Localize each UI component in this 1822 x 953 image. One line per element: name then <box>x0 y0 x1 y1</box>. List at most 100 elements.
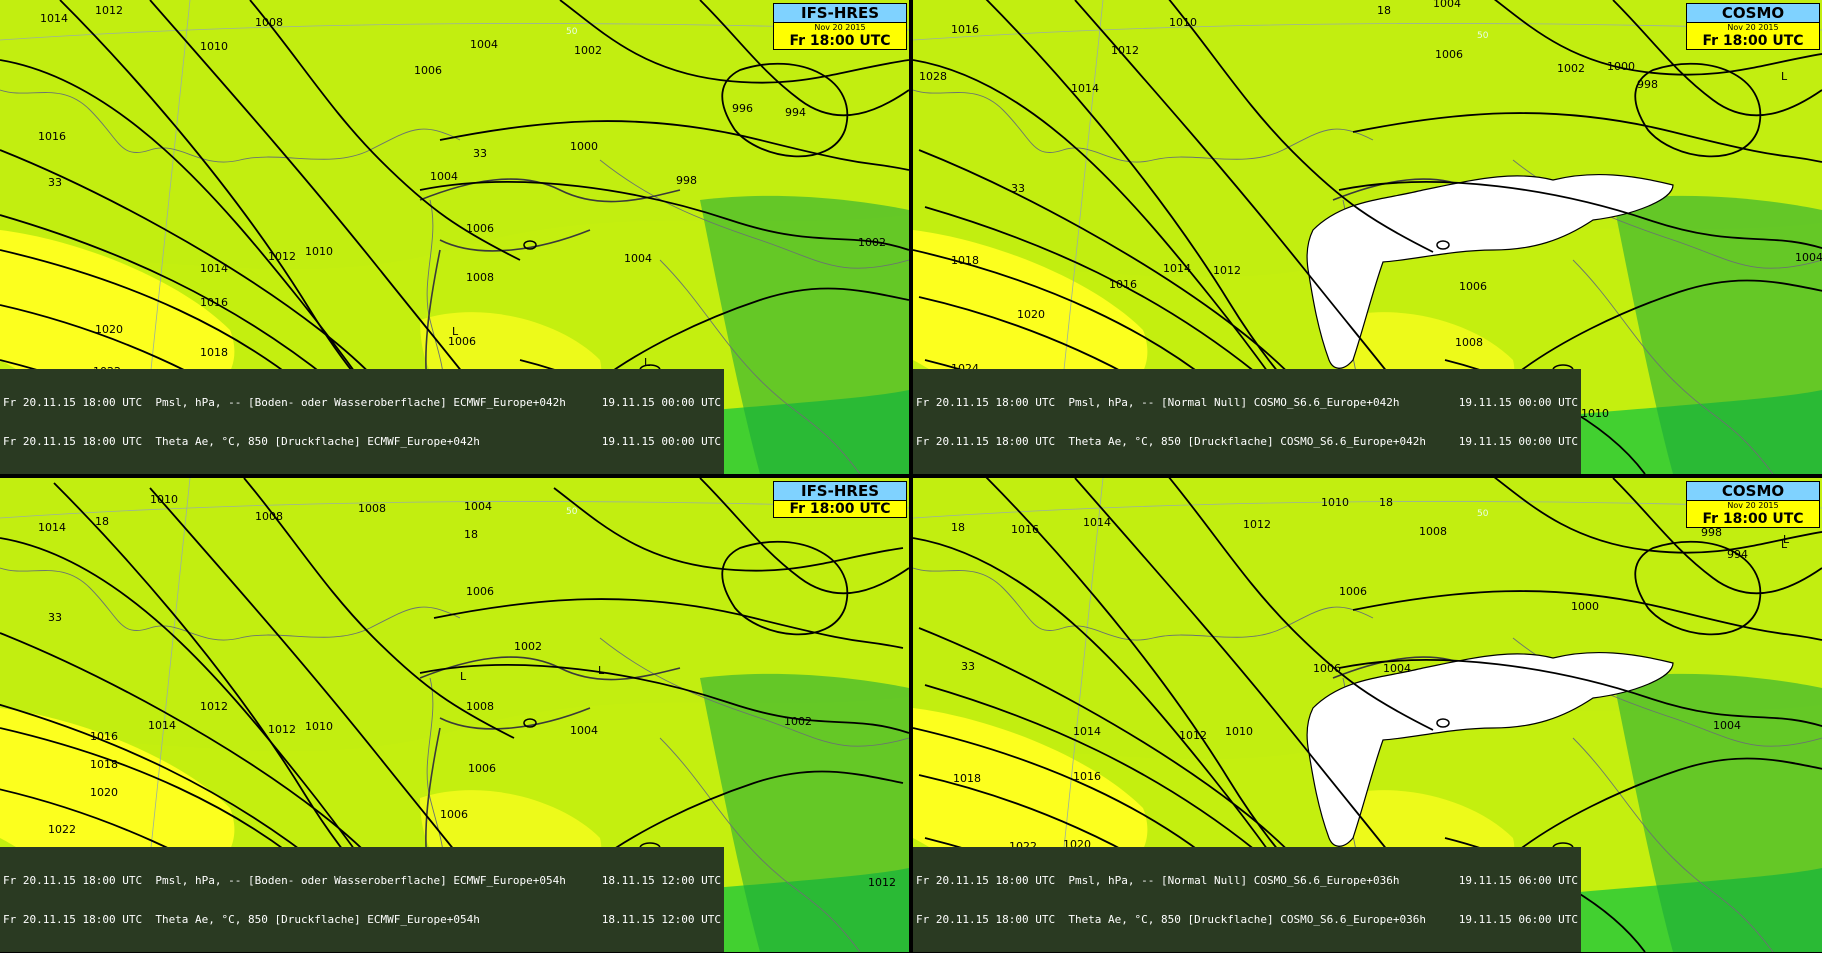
isobar-label: 1014 <box>40 12 68 25</box>
isobar-line <box>699 0 909 117</box>
model-badge: IFS-HRES Nov 20 2015 Fr 18:00 UTC <box>773 3 907 50</box>
isobar-label: 1016 <box>90 730 118 743</box>
theta-ae-field <box>0 0 909 474</box>
valid-time: Fr 18:00 UTC <box>1702 33 1804 49</box>
info-run-1: 18.11.15 12:00 UTC <box>601 874 721 887</box>
isobar-label: 1008 <box>1455 336 1483 349</box>
isobar-label: 1018 <box>951 254 979 267</box>
model-badge: COSMO Nov 20 2015 Fr 18:00 UTC <box>1686 3 1820 50</box>
isobar-label: 1010 <box>305 720 333 733</box>
isobar-label: 996 <box>732 102 753 115</box>
isobar-label: 1008 <box>255 510 283 523</box>
isobar-line <box>553 487 904 572</box>
isobar-label: 1020 <box>95 323 123 336</box>
isobar-label: 50 <box>1477 31 1489 41</box>
border-line <box>599 159 909 269</box>
valid-time: Fr 18:00 UTC <box>1702 511 1804 527</box>
isobar-label: 1000 <box>1607 60 1635 73</box>
coastline <box>0 567 241 641</box>
isobar-label: 1008 <box>1419 525 1447 538</box>
isobar-label: 1006 <box>468 762 496 775</box>
isobar-line <box>1168 478 1434 731</box>
info-line-1: Fr 20.11.15 18:00 UTC Pmsl, hPa, -- [Nor… <box>916 874 1400 887</box>
valid-time: Fr 18:00 UTC <box>789 501 891 517</box>
info-line-2: Fr 20.11.15 18:00 UTC Theta Ae, °C, 850 … <box>3 435 480 448</box>
isobar-label: 1004 <box>470 38 498 51</box>
low-pressure-marker: L <box>1781 538 1788 551</box>
info-bar: Fr 20.11.15 18:00 UTC Pmsl, hPa, -- [Nor… <box>913 847 1581 952</box>
isobar-label: 1016 <box>1109 278 1137 291</box>
isobar-label: 1010 <box>305 245 333 258</box>
isobar-label: 1008 <box>466 271 494 284</box>
info-run-2: 19.11.15 00:00 UTC <box>1458 435 1578 448</box>
ridge-line <box>419 178 681 252</box>
low-pressure-contour <box>1634 540 1761 636</box>
cell-contour <box>523 718 537 728</box>
isobar-label: 1016 <box>1011 523 1039 536</box>
isobar-label: 1018 <box>953 772 981 785</box>
isobar-line <box>1168 0 1434 253</box>
info-line-1: Fr 20.11.15 18:00 UTC Pmsl, hPa, -- [Nor… <box>916 396 1400 409</box>
low-pressure-marker: L <box>1783 533 1790 546</box>
isobar-line <box>249 0 521 261</box>
coastline <box>0 89 241 163</box>
east-band <box>700 673 909 952</box>
coastline <box>913 89 1154 163</box>
low-pressure-contour <box>1634 62 1761 158</box>
isobar-label: 50 <box>1477 509 1489 519</box>
isobar-line <box>1352 112 1822 163</box>
isobar-line <box>1518 757 1822 851</box>
coastline <box>659 259 861 474</box>
isobar-label: 1020 <box>90 786 118 799</box>
isobar-label: 1010 <box>1581 407 1609 420</box>
low-pressure-marker: L <box>644 356 651 369</box>
isobar-label: 1008 <box>255 16 283 29</box>
isobar-label: 998 <box>1637 78 1658 91</box>
weather-map: 18 1016 1014 1012 1010 1008 18 50 998 994 L 1006 100… <box>913 478 1822 952</box>
forecast-date: Nov 20 2015 <box>1727 23 1779 32</box>
info-bar: Fr 20.11.15 18:00 UTC Pmsl, hPa, -- [Bod… <box>0 369 724 474</box>
model-badge: COSMO Nov 20 2015 Fr 18:00 UTC <box>1686 481 1820 528</box>
isobar-label: 1004 <box>464 500 492 513</box>
isobar-label: 1016 <box>951 23 979 36</box>
isobar-label: 998 <box>1701 526 1722 539</box>
isobar-label: 1012 <box>95 4 123 17</box>
border-line <box>1152 128 1374 161</box>
isobar-label: 1010 <box>150 493 178 506</box>
low-pressure-marker: L <box>452 325 459 338</box>
warm-sector <box>0 708 235 890</box>
info-run-1: 19.11.15 06:00 UTC <box>1458 874 1578 887</box>
cell-contour <box>1436 240 1450 250</box>
isobar-line <box>243 478 515 739</box>
isobar-label: 1018 <box>90 758 118 771</box>
low-pressure-marker: L <box>460 670 467 683</box>
info-run-1: 19.11.15 00:00 UTC <box>601 396 721 409</box>
isobar-label: 1004 <box>1713 719 1741 732</box>
map-panel-cosmo-036h: 18 1016 1014 1012 1010 1008 18 50 998 994 L 1006 100… <box>913 478 1822 952</box>
isobar-line <box>599 287 909 381</box>
isobar-label: 1004 <box>570 724 598 737</box>
low-pressure-contour <box>721 62 848 158</box>
isobar-label: 1012 <box>868 876 896 889</box>
weather-map: 1014 1012 1008 1010 1016 33 1014 1016 1020 1018 10… <box>0 0 909 474</box>
isobar-label: 1014 <box>1071 82 1099 95</box>
isobar-label: 1012 <box>1243 518 1271 531</box>
isobar-label: 1010 <box>1169 16 1197 29</box>
isobar-line <box>559 0 909 84</box>
isobar-label: 1012 <box>200 700 228 713</box>
terrain-mask-alps <box>1306 651 1674 847</box>
info-run-2: 19.11.15 06:00 UTC <box>1458 913 1578 926</box>
isobar-label: 1016 <box>200 296 228 309</box>
info-bar: Fr 20.11.15 18:00 UTC Pmsl, hPa, -- [Bod… <box>0 847 724 952</box>
forecast-date: Nov 20 2015 <box>1727 501 1779 510</box>
east-band <box>1613 673 1822 952</box>
info-line-2: Fr 20.11.15 18:00 UTC Theta Ae, °C, 850 … <box>916 435 1426 448</box>
isobar-label: 1012 <box>268 250 296 263</box>
info-run-1: 19.11.15 00:00 UTC <box>1458 396 1578 409</box>
isobar-label: 1000 <box>570 140 598 153</box>
isobar-label: 1022 <box>48 823 76 836</box>
isobar-label: 1018 <box>200 346 228 359</box>
isobar-label: 18 <box>1379 496 1393 509</box>
isobar-label: 1000 <box>1571 600 1599 613</box>
isobar-label: 1010 <box>1225 725 1253 738</box>
